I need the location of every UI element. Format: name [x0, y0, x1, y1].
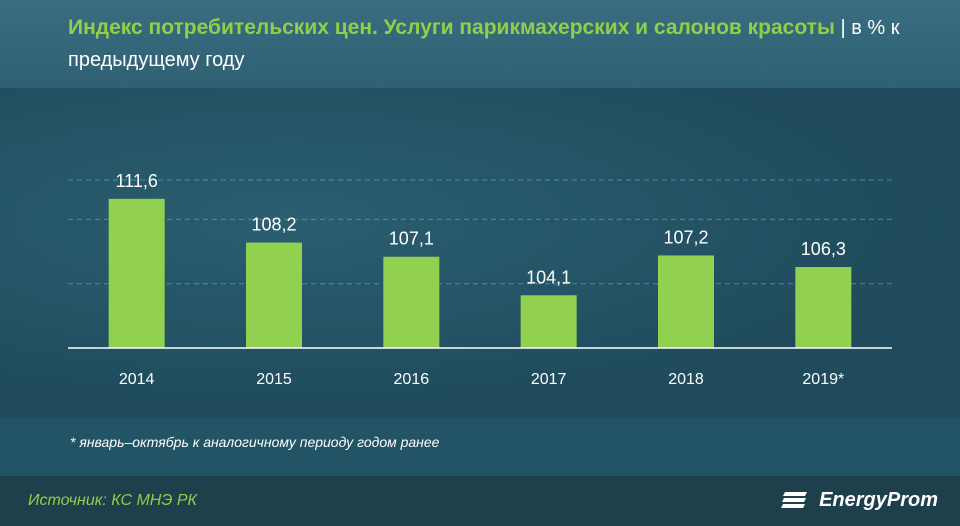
data-label: 107,2 [663, 227, 708, 247]
x-tick-label: 2019* [802, 371, 844, 388]
bar-2014 [108, 198, 165, 348]
x-tick-label: 2018 [668, 371, 704, 388]
energyprom-logo-icon [781, 492, 808, 508]
title-main: Индекс потребительских цен. Услуги парик… [68, 16, 835, 39]
brand-name: EnergyProm [819, 488, 938, 511]
data-label: 111,6 [115, 171, 157, 191]
source-label: Источник: КС МНЭ РК [28, 492, 197, 509]
chart-title: Индекс потребительских цен. Услуги парик… [68, 12, 928, 76]
x-tick-label: 2017 [531, 371, 567, 388]
bar-2016 [383, 256, 440, 348]
data-label: 108,2 [251, 215, 296, 235]
bar-2015 [246, 242, 302, 348]
title-separator: | [834, 17, 852, 39]
data-label: 107,1 [389, 229, 434, 249]
x-tick-label: 2016 [394, 371, 430, 388]
bar-2019* [795, 267, 852, 348]
brand-logo: EnergyProm [781, 488, 938, 512]
data-label: 106,3 [801, 239, 846, 259]
footer: Источник: КС МНЭ РК EnergyProm [0, 476, 960, 526]
footnote: * январь–октябрь к аналогичному периоду … [70, 434, 440, 450]
title-subtitle: в % к предыдущему году [68, 17, 900, 71]
x-tick-label: 2015 [256, 371, 292, 388]
bar-2017 [520, 295, 577, 348]
bar-2018 [658, 255, 714, 348]
x-tick-label: 2014 [119, 371, 155, 388]
header: Индекс потребительских цен. Услуги парик… [0, 0, 960, 88]
data-label: 104,1 [526, 267, 571, 287]
bar-chart: 111,6 2014 108,2 2015 107,1 2016 104,1 2017 107,… [68, 171, 892, 388]
